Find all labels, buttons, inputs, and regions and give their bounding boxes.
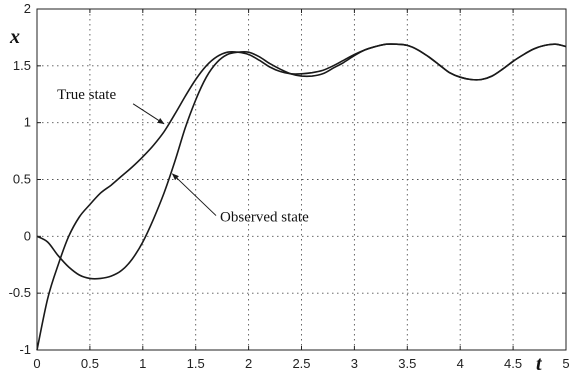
y-tick-label: 1 (24, 115, 31, 130)
y-tick-label: 0 (24, 228, 31, 243)
x-tick-label: 1.5 (187, 356, 205, 371)
y-axis-label: x (9, 26, 20, 48)
y-tick-label: -1 (19, 342, 31, 357)
x-tick-label: 4.5 (504, 356, 522, 371)
x-tick-label: 3 (351, 356, 358, 371)
y-tick-label: 0.5 (13, 172, 31, 187)
y-tick-label: -0.5 (9, 285, 31, 300)
y-tick-label: 1.5 (13, 58, 31, 73)
y-tick-label: 2 (24, 1, 31, 16)
x-tick-label: 1 (139, 356, 146, 371)
x-tick-label: 5 (562, 356, 569, 371)
annotations: True state Observed state (57, 87, 309, 226)
x-tick-label: 0.5 (81, 356, 99, 371)
annotation-arrow-0 (132, 103, 165, 125)
series-group (36, 43, 567, 351)
annotation-arrow-1 (171, 173, 217, 216)
x-tick-label: 4 (457, 356, 464, 371)
x-tick-label: 0 (33, 356, 40, 371)
annotation-label-1: Observed state (220, 210, 309, 226)
x-tick-label: 3.5 (398, 356, 416, 371)
series-line-1 (36, 43, 567, 280)
tick-labels: 0 0.5 1 1.5 2 2.5 3 3.5 4 4.5 5 -1 -0.5 0 0.5 1 1.5 2 (9, 1, 570, 371)
x-tick-label: 2.5 (292, 356, 310, 371)
grid (37, 9, 566, 350)
x-tick-label: 2 (245, 356, 252, 371)
annotation-label-0: True state (57, 87, 116, 103)
x-axis-label: t (536, 353, 543, 375)
